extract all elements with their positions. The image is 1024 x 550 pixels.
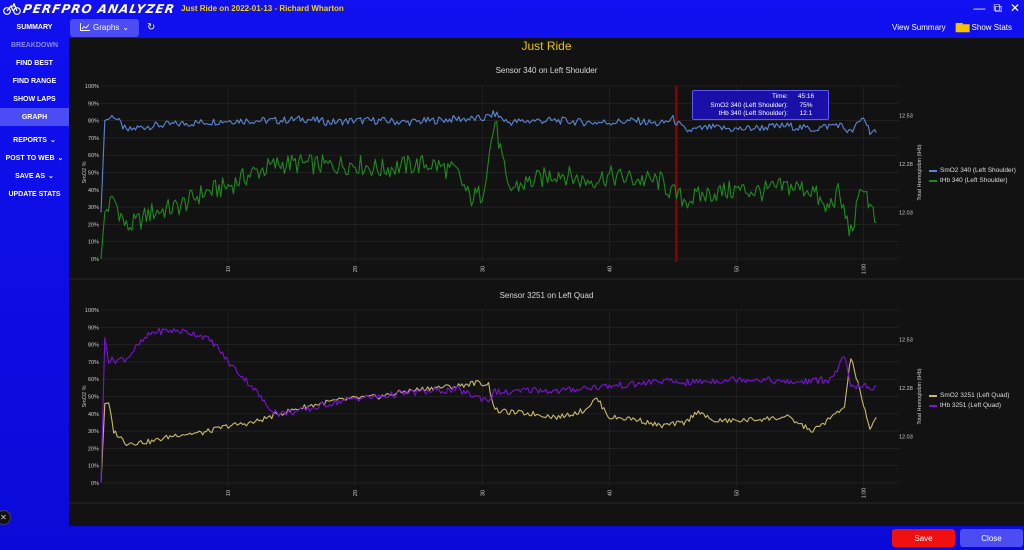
legend-item[interactable]: SmO2 340 (Left Shoulder) [929, 166, 1016, 176]
svg-text:40%: 40% [88, 412, 99, 418]
svg-text:40: 40 [607, 490, 613, 496]
toolbar: Graphs ⌄ ↻ View Summary ▇▆ Show Stats [69, 17, 1024, 38]
chart-title-quad: Sensor 3251 on Left Quad [499, 291, 594, 300]
svg-text:100%: 100% [85, 84, 99, 90]
bar-chart-icon: ▇▆ [955, 22, 970, 32]
svg-text:40%: 40% [88, 188, 99, 194]
svg-text:60%: 60% [88, 153, 99, 159]
legend-item[interactable]: tHb 3251 (Left Quad) [929, 401, 1009, 411]
svg-text:1:00: 1:00 [862, 264, 868, 275]
graph-area: Just Ride Sensor 340 on Left Shoulder 0%… [69, 38, 1024, 526]
svg-text:0%: 0% [91, 257, 99, 263]
collapse-sidebar-button[interactable]: ✕ [0, 510, 11, 525]
svg-text:20: 20 [353, 490, 359, 496]
svg-text:1:00: 1:00 [862, 488, 868, 499]
legend-shoulder: SmO2 340 (Left Shoulder) tHb 340 (Left S… [929, 166, 1016, 186]
sidebar-item-show-laps[interactable]: SHOW LAPS [13, 95, 56, 103]
chevron-down-icon: ⌄ [122, 23, 129, 32]
svg-text:0%: 0% [91, 481, 99, 487]
minimize-button[interactable]: — [973, 1, 986, 15]
show-stats-button[interactable]: ▇▆ Show Stats [955, 22, 1012, 32]
legend-item[interactable]: tHb 340 (Left Shoulder) [929, 176, 1016, 186]
svg-text:60%: 60% [88, 377, 99, 383]
svg-text:30: 30 [480, 266, 486, 272]
svg-text:12.03: 12.03 [899, 210, 913, 216]
svg-text:40: 40 [607, 266, 613, 272]
svg-text:80%: 80% [88, 343, 99, 349]
svg-text:20: 20 [353, 266, 359, 272]
svg-text:10: 10 [226, 490, 232, 496]
chevron-down-icon: ⌄ [57, 155, 64, 162]
svg-text:SmO2 %: SmO2 % [82, 161, 88, 183]
chevron-down-icon: ⌄ [48, 173, 54, 180]
svg-text:90%: 90% [88, 325, 99, 331]
svg-text:Total Hemoglobin (tHb): Total Hemoglobin (tHb) [917, 368, 923, 424]
footer: Save Close [0, 526, 1024, 550]
legend-item[interactable]: SmO2 3251 (Left Quad) [929, 391, 1009, 401]
refresh-icon[interactable]: ↻ [147, 22, 156, 33]
svg-text:20%: 20% [88, 446, 99, 452]
svg-text:10%: 10% [88, 240, 99, 246]
sidebar-item-breakdown: BREAKDOWN [10, 41, 59, 49]
view-summary-button[interactable]: View Summary [892, 23, 946, 32]
svg-text:30%: 30% [88, 205, 99, 211]
svg-text:50: 50 [734, 266, 740, 272]
svg-text:100%: 100% [85, 308, 99, 314]
line-chart-icon [80, 22, 91, 33]
chevron-down-icon: ⌄ [49, 137, 56, 144]
svg-text:12.28: 12.28 [899, 162, 913, 168]
svg-text:Total Hemoglobin (tHb): Total Hemoglobin (tHb) [917, 144, 923, 200]
chart-shoulder[interactable]: 0% 10% 20% 30% 40% 50% 60% 70% 80% 90% 100% 10 20 30 4… [69, 76, 1024, 286]
svg-text:12.53: 12.53 [899, 337, 913, 343]
sidebar-item-post-to-web[interactable]: POST TO WEB ⌄ [5, 154, 64, 163]
svg-text:30%: 30% [88, 429, 99, 435]
page-title: Just Ride [521, 39, 572, 53]
chart-title-shoulder: Sensor 340 on Left Shoulder [495, 66, 598, 75]
svg-text:80%: 80% [88, 119, 99, 125]
save-button[interactable]: Save [892, 529, 955, 547]
close-window-button[interactable]: ✕ [1009, 1, 1020, 15]
ride-title: Just Ride on 2022-01-13 - Richard Wharto… [181, 4, 344, 13]
svg-text:70%: 70% [88, 360, 99, 366]
svg-text:90%: 90% [88, 101, 99, 107]
close-button[interactable]: Close [960, 529, 1023, 547]
svg-text:12.28: 12.28 [899, 386, 913, 392]
sidebar-item-find-range[interactable]: FIND RANGE [12, 77, 57, 85]
chart-quad[interactable]: 0% 10% 20% 30% 40% 50% 60% 70% 80% 90% 100% 10 20 30 4… [69, 300, 1024, 510]
sidebar-item-graph[interactable]: GRAPH [0, 108, 69, 126]
svg-text:50: 50 [734, 490, 740, 496]
collapse-icon: ✕ [0, 513, 7, 522]
hover-tooltip: Time: 45:16 SmO2 340 (Left Shoulder): 75% … [692, 90, 829, 120]
svg-text:30: 30 [480, 490, 486, 496]
sidebar-item-save-as[interactable]: SAVE AS ⌄ [15, 172, 54, 181]
sidebar-item-summary[interactable]: SUMMARY [16, 23, 53, 31]
sidebar-item-update-stats[interactable]: UPDATE STATS [8, 190, 61, 198]
sidebar-item-find-best[interactable]: FIND BEST [16, 59, 53, 67]
sidebar: SUMMARY BREAKDOWN FIND BEST FIND RANGE S… [0, 18, 69, 203]
svg-text:10%: 10% [88, 464, 99, 470]
svg-text:50%: 50% [88, 395, 99, 401]
title-bar: PERFPRO ANALYZER Just Ride on 2022-01-13… [0, 0, 1024, 17]
svg-text:12.53: 12.53 [899, 113, 913, 119]
svg-text:SmO2 %: SmO2 % [82, 385, 88, 407]
legend-quad: SmO2 3251 (Left Quad) tHb 3251 (Left Qua… [929, 391, 1009, 411]
cyclist-icon [3, 2, 21, 15]
restore-button[interactable]: ⧉ [993, 1, 1002, 15]
svg-text:70%: 70% [88, 136, 99, 142]
svg-text:10: 10 [226, 266, 232, 272]
sidebar-item-reports[interactable]: REPORTS ⌄ [13, 136, 56, 145]
svg-text:12.03: 12.03 [899, 434, 913, 440]
app-logo: PERFPRO ANALYZER [21, 1, 177, 16]
window-controls: — ⧉ ✕ [973, 0, 1020, 16]
svg-text:20%: 20% [88, 222, 99, 228]
graphs-dropdown-button[interactable]: Graphs ⌄ [70, 18, 139, 37]
svg-text:50%: 50% [88, 171, 99, 177]
